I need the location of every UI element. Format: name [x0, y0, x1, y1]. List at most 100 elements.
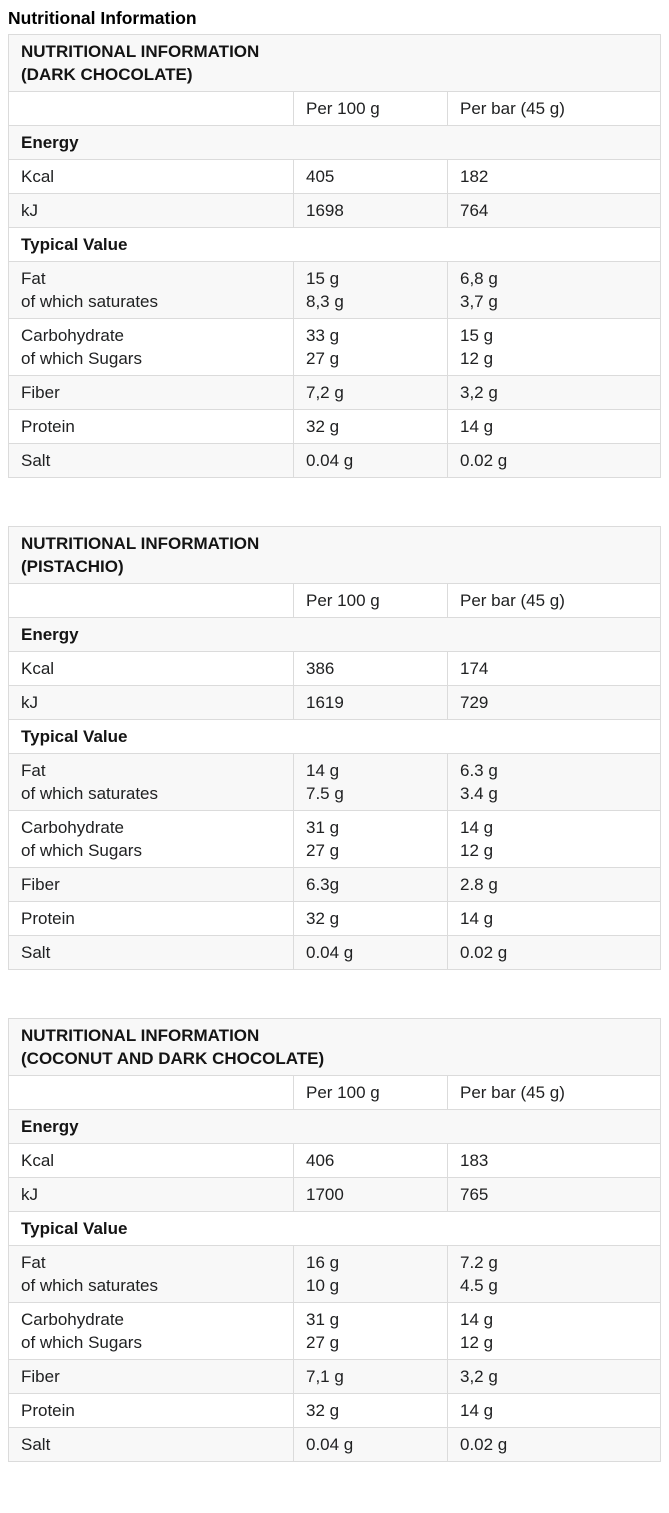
per-bar-cell: 14 g 12 g: [447, 810, 661, 868]
section-row: Energy: [8, 617, 661, 652]
row-label-cell: Fat of which saturates: [8, 1245, 294, 1303]
row-label-cell: Fiber: [8, 867, 294, 902]
table-row: Protein 32 g 14 g: [8, 409, 661, 444]
section-header-cell: Typical Value: [8, 227, 661, 262]
table-row: Salt 0.04 g 0.02 g: [8, 1427, 662, 1462]
section-row: Energy: [8, 125, 661, 160]
per-bar-cell: 174: [447, 651, 661, 686]
table-title-row: NUTRITIONAL INFORMATION (PISTACHIO): [8, 526, 661, 584]
row-label-cell: Fat of which saturates: [8, 753, 294, 811]
per-bar-cell: 6.3 g 3.4 g: [447, 753, 661, 811]
col-header-empty: [8, 1075, 294, 1110]
per-100g-cell: 31 g 27 g: [293, 1302, 448, 1360]
table-row: Carbohydrate of which Sugars 31 g 27 g 14 …: [8, 810, 661, 868]
per-bar-cell: 0.02 g: [446, 1427, 662, 1462]
col-header-per-bar: Per bar (45 g): [447, 583, 661, 618]
table-row: Salt 0.04 g 0.02 g: [8, 443, 661, 478]
row-label-cell: Kcal: [8, 1143, 294, 1178]
per-bar-cell: 182: [447, 159, 661, 194]
row-label-cell: Kcal: [8, 651, 294, 686]
column-header-row: Per 100 g Per bar (45 g): [8, 1075, 662, 1110]
per-bar-cell: 183: [446, 1143, 662, 1178]
tables-container: NUTRITIONAL INFORMATION (DARK CHOCOLATE)…: [7, 34, 662, 1462]
page: Nutritional Information NUTRITIONAL INFO…: [7, 8, 662, 1462]
col-header-per-bar: Per bar (45 g): [447, 91, 661, 126]
col-header-per-bar: Per bar (45 g): [446, 1075, 662, 1110]
row-label-cell: Carbohydrate of which Sugars: [8, 810, 294, 868]
row-label-cell: Protein: [8, 409, 294, 444]
col-header-empty: [8, 583, 294, 618]
page-title: Nutritional Information: [8, 8, 197, 28]
per-100g-cell: 14 g 7.5 g: [293, 753, 448, 811]
per-100g-cell: 0.04 g: [293, 935, 448, 970]
column-header-row: Per 100 g Per bar (45 g): [8, 91, 661, 126]
per-100g-cell: 406: [293, 1143, 448, 1178]
table-row: Fiber 7,2 g 3,2 g: [8, 375, 661, 410]
section-header-cell: Energy: [8, 125, 661, 160]
table-title-row: NUTRITIONAL INFORMATION (COCONUT AND DAR…: [7, 1018, 662, 1076]
table-row: Carbohydrate of which Sugars 33 g 27 g 15 …: [8, 318, 661, 376]
row-label-cell: Fat of which saturates: [8, 261, 294, 319]
row-label-cell: Fiber: [8, 1359, 294, 1394]
per-100g-cell: 0.04 g: [293, 443, 448, 478]
per-bar-cell: 3,2 g: [446, 1359, 662, 1394]
table-title: NUTRITIONAL INFORMATION (COCONUT AND DAR…: [7, 1018, 662, 1076]
table-row: kJ 1698 764: [8, 193, 661, 228]
per-100g-cell: 1700: [293, 1177, 448, 1212]
per-100g-cell: 1619: [293, 685, 448, 720]
per-100g-cell: 31 g 27 g: [293, 810, 448, 868]
section-row: Energy: [7, 1109, 662, 1144]
table-row: Fat of which saturates 14 g 7.5 g 6.3 g 3.…: [8, 753, 661, 811]
table-row: Fiber 6.3g 2.8 g: [8, 867, 661, 902]
per-bar-cell: 0.02 g: [447, 935, 661, 970]
nutrition-table: NUTRITIONAL INFORMATION (DARK CHOCOLATE)…: [8, 34, 661, 478]
per-100g-cell: 405: [293, 159, 448, 194]
column-header-row: Per 100 g Per bar (45 g): [8, 583, 661, 618]
nutrition-table: NUTRITIONAL INFORMATION (PISTACHIO) Per 1…: [8, 526, 661, 970]
row-label-cell: Protein: [8, 1393, 294, 1428]
nutrition-table: NUTRITIONAL INFORMATION (COCONUT AND DAR…: [7, 1018, 662, 1462]
table-title: NUTRITIONAL INFORMATION (DARK CHOCOLATE): [8, 34, 661, 92]
col-header-empty: [8, 91, 294, 126]
per-bar-cell: 729: [447, 685, 661, 720]
per-bar-cell: 6,8 g 3,7 g: [447, 261, 661, 319]
table-row: Carbohydrate of which Sugars 31 g 27 g 14 …: [8, 1302, 662, 1360]
per-100g-cell: 6.3g: [293, 867, 448, 902]
per-100g-cell: 1698: [293, 193, 448, 228]
per-bar-cell: 14 g: [447, 901, 661, 936]
per-100g-cell: 386: [293, 651, 448, 686]
per-bar-cell: 2.8 g: [447, 867, 661, 902]
per-100g-cell: 33 g 27 g: [293, 318, 448, 376]
row-label-cell: kJ: [8, 685, 294, 720]
table-title-row: NUTRITIONAL INFORMATION (DARK CHOCOLATE): [8, 34, 661, 92]
col-header-per-100g: Per 100 g: [293, 91, 448, 126]
table-row: Fiber 7,1 g 3,2 g: [8, 1359, 662, 1394]
section-header-cell: Energy: [8, 617, 661, 652]
row-label-cell: Salt: [8, 935, 294, 970]
row-label-cell: Carbohydrate of which Sugars: [8, 318, 294, 376]
row-label-cell: kJ: [8, 193, 294, 228]
row-label-cell: kJ: [8, 1177, 294, 1212]
per-bar-cell: 15 g 12 g: [447, 318, 661, 376]
table-row: Kcal 406 183: [8, 1143, 662, 1178]
section-row: Typical Value: [8, 719, 661, 754]
table-row: kJ 1619 729: [8, 685, 661, 720]
row-label-cell: Salt: [8, 443, 294, 478]
table-row: Fat of which saturates 15 g 8,3 g 6,8 g 3,…: [8, 261, 661, 319]
per-bar-cell: 7.2 g 4.5 g: [446, 1245, 662, 1303]
per-bar-cell: 14 g: [446, 1393, 662, 1428]
table-row: Fat of which saturates 16 g 10 g 7.2 g 4.5…: [8, 1245, 662, 1303]
per-100g-cell: 7,2 g: [293, 375, 448, 410]
table-row: Salt 0.04 g 0.02 g: [8, 935, 661, 970]
section-row: Typical Value: [7, 1211, 662, 1246]
col-header-per-100g: Per 100 g: [293, 583, 448, 618]
per-bar-cell: 764: [447, 193, 661, 228]
per-100g-cell: 32 g: [293, 409, 448, 444]
table-row: Kcal 386 174: [8, 651, 661, 686]
per-100g-cell: 16 g 10 g: [293, 1245, 448, 1303]
per-100g-cell: 0.04 g: [293, 1427, 448, 1462]
row-label-cell: Fiber: [8, 375, 294, 410]
row-label-cell: Protein: [8, 901, 294, 936]
per-bar-cell: 0.02 g: [447, 443, 661, 478]
table-row: Protein 32 g 14 g: [8, 1393, 662, 1428]
